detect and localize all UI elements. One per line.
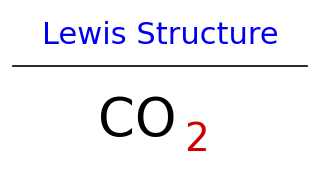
- Text: Lewis Structure: Lewis Structure: [42, 21, 278, 51]
- Text: 2: 2: [184, 121, 209, 159]
- Text: CO: CO: [98, 95, 177, 147]
